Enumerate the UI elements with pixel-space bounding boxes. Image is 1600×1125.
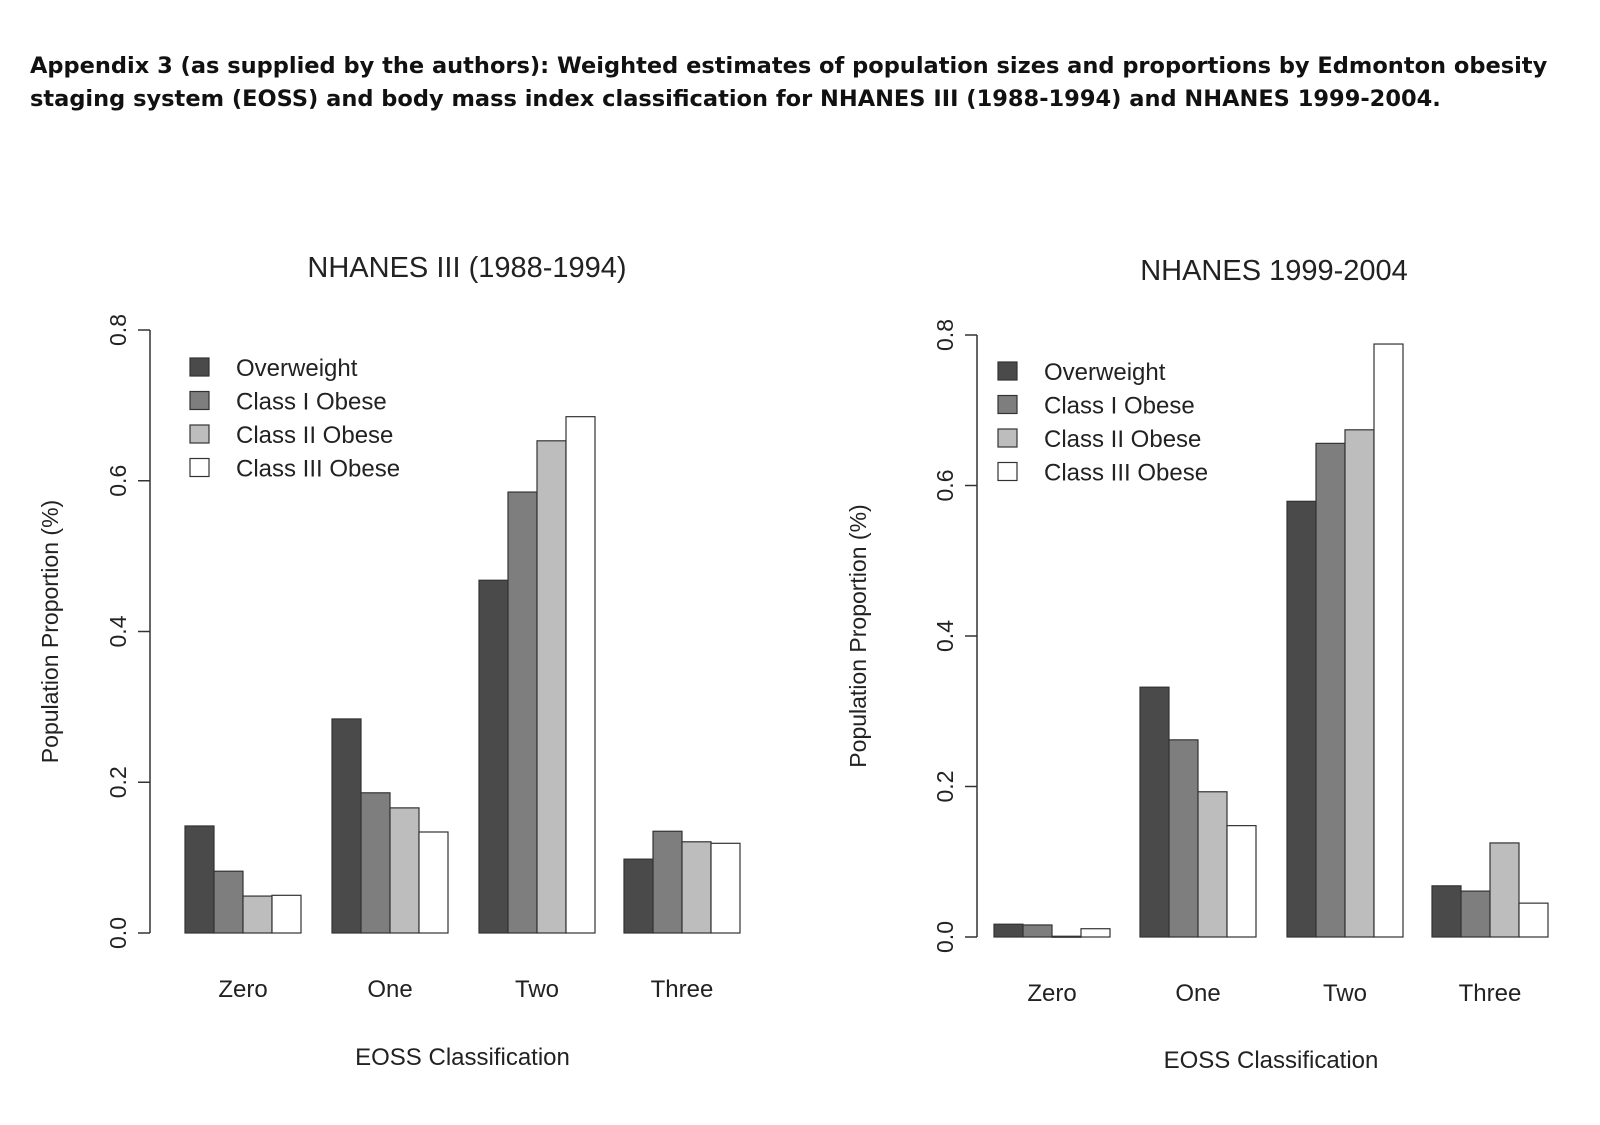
bar-class-iii-obese-one xyxy=(1226,825,1257,938)
bar-class-ii-obese-one xyxy=(389,807,420,934)
bar-overweight-zero xyxy=(993,923,1024,938)
y-tick-label: 0.0 xyxy=(932,921,958,953)
x-tick-label: Three xyxy=(1459,980,1522,1007)
legend-label: Class II Obese xyxy=(236,422,393,449)
y-tick-label: 0.4 xyxy=(105,615,131,647)
x-axis-label: EOSS Classification xyxy=(1164,1047,1379,1074)
y-tick-label: 0.8 xyxy=(932,319,958,351)
legend-label: Class III Obese xyxy=(236,456,400,483)
x-tick-label: Zero xyxy=(1027,980,1076,1007)
bar-class-iii-obese-two xyxy=(1373,343,1404,938)
bar-class-ii-obese-three xyxy=(681,841,712,934)
y-tick-label: 0.2 xyxy=(932,771,958,803)
chart-title: NHANES 1999-2004 xyxy=(1140,255,1408,287)
y-tick-label: 0.4 xyxy=(932,620,958,652)
legend-swatch xyxy=(189,390,210,411)
bar-class-iii-obese-three xyxy=(710,842,741,934)
legend-label: Overweight xyxy=(1044,359,1166,386)
y-tick-label: 0.8 xyxy=(105,314,131,346)
bar-class-iii-obese-one xyxy=(418,831,449,934)
legend-swatch xyxy=(189,457,210,478)
bar-class-ii-obese-one xyxy=(1197,791,1228,938)
x-axis-label: EOSS Classification xyxy=(355,1044,570,1071)
y-axis-label: Population Proportion (%) xyxy=(845,504,871,767)
bar-class-ii-obese-two xyxy=(536,440,567,934)
chart-title: NHANES III (1988-1994) xyxy=(307,252,626,284)
bar-class-i-obese-one xyxy=(1168,739,1199,938)
bar-class-ii-obese-zero xyxy=(1051,935,1082,938)
legend-label: Class I Obese xyxy=(236,389,387,416)
bar-overweight-one xyxy=(331,718,362,934)
legend-label: Overweight xyxy=(236,355,358,382)
bar-class-i-obese-zero xyxy=(213,870,244,934)
bar-class-ii-obese-zero xyxy=(242,895,273,934)
y-tick-label: 0.0 xyxy=(105,917,131,949)
bar-class-i-obese-one xyxy=(360,792,391,934)
x-tick-label: Three xyxy=(651,976,714,1003)
legend-swatch xyxy=(997,461,1018,482)
bar-class-i-obese-two xyxy=(1315,442,1346,938)
x-tick-label: Two xyxy=(515,976,559,1003)
legend-swatch xyxy=(189,424,210,444)
legend-swatch xyxy=(189,357,210,377)
y-tick-label: 0.6 xyxy=(105,465,131,497)
bar-class-i-obese-three xyxy=(1460,890,1491,938)
y-axis-label: Population Proportion (%) xyxy=(37,500,63,763)
legend-label: Class III Obese xyxy=(1044,460,1208,487)
legend-label: Class II Obese xyxy=(1044,426,1201,453)
bar-overweight-two xyxy=(478,579,509,934)
bar-class-i-obese-zero xyxy=(1022,924,1053,938)
bar-overweight-three xyxy=(1431,885,1462,938)
bar-class-ii-obese-three xyxy=(1489,842,1520,938)
legend: Overweight Class I Obese Class II Obese Cla… xyxy=(189,355,400,483)
x-tick-label: Zero xyxy=(218,976,267,1003)
y-tick-label: 0.6 xyxy=(932,470,958,502)
bar-class-iii-obese-two xyxy=(565,416,596,934)
bar-overweight-zero xyxy=(184,825,215,934)
y-tick-label: 0.2 xyxy=(105,766,131,798)
chart-1: NHANES III (1988-1994) 0.0 0.2 0.4 0.6 0.8 Pop… xyxy=(37,252,741,1071)
figure-caption: Appendix 3 (as supplied by the authors):… xyxy=(30,53,1548,112)
legend: Overweight Class I Obese Class II Obese Cla… xyxy=(997,359,1208,487)
bar-class-iii-obese-zero xyxy=(1080,928,1111,938)
bar-class-ii-obese-two xyxy=(1344,429,1375,938)
legend-swatch xyxy=(997,394,1018,415)
x-tick-label: One xyxy=(367,976,412,1003)
legend-swatch xyxy=(997,428,1018,448)
x-tick-label: One xyxy=(1175,980,1220,1007)
chart-2: NHANES 1999-2004 0.0 0.2 0.4 0.6 0.8 Populatio… xyxy=(845,255,1549,1074)
bar-overweight-one xyxy=(1139,686,1170,938)
legend-label: Class I Obese xyxy=(1044,393,1195,420)
bar-class-iii-obese-zero xyxy=(271,894,302,934)
bar-overweight-two xyxy=(1286,500,1317,938)
bar-class-i-obese-three xyxy=(652,830,683,934)
bar-class-i-obese-two xyxy=(507,491,538,934)
legend-swatch xyxy=(997,361,1018,381)
bar-overweight-three xyxy=(623,858,654,934)
x-tick-label: Two xyxy=(1323,980,1367,1007)
bar-class-iii-obese-three xyxy=(1518,902,1549,938)
